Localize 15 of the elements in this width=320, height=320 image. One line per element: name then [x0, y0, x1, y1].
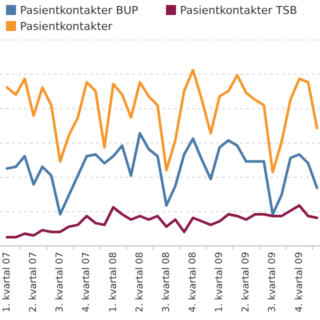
- x-tick-label: 3. kvartal 09: [267, 252, 278, 312]
- x-tick-label: 1. kvartal 07: [2, 252, 12, 312]
- x-tick-label: 2. kvartal 07: [28, 252, 40, 312]
- legend-label: Pasientkontakter TSB: [180, 4, 298, 17]
- legend-label: Pasientkontakter BUP: [20, 4, 139, 17]
- x-tick-label: 3. kvartal 08: [160, 252, 172, 312]
- x-tick-label: 4. kvartal 07: [81, 252, 92, 312]
- x-tick-label: 2. kvartal 08: [134, 252, 146, 312]
- x-tick-label: 1. kvartal 09: [214, 252, 226, 312]
- x-tick-label: 2. kvartal 09: [240, 252, 252, 312]
- legend-label: Pasientkontakter: [20, 20, 113, 33]
- x-tick-label: 4. kvartal 09: [294, 252, 305, 312]
- x-tick-label: 1. kvartal 08: [108, 252, 119, 312]
- x-tick-label: 4. kvartal 08: [188, 252, 198, 312]
- x-tick-label: 3. kvartal 07: [54, 252, 66, 312]
